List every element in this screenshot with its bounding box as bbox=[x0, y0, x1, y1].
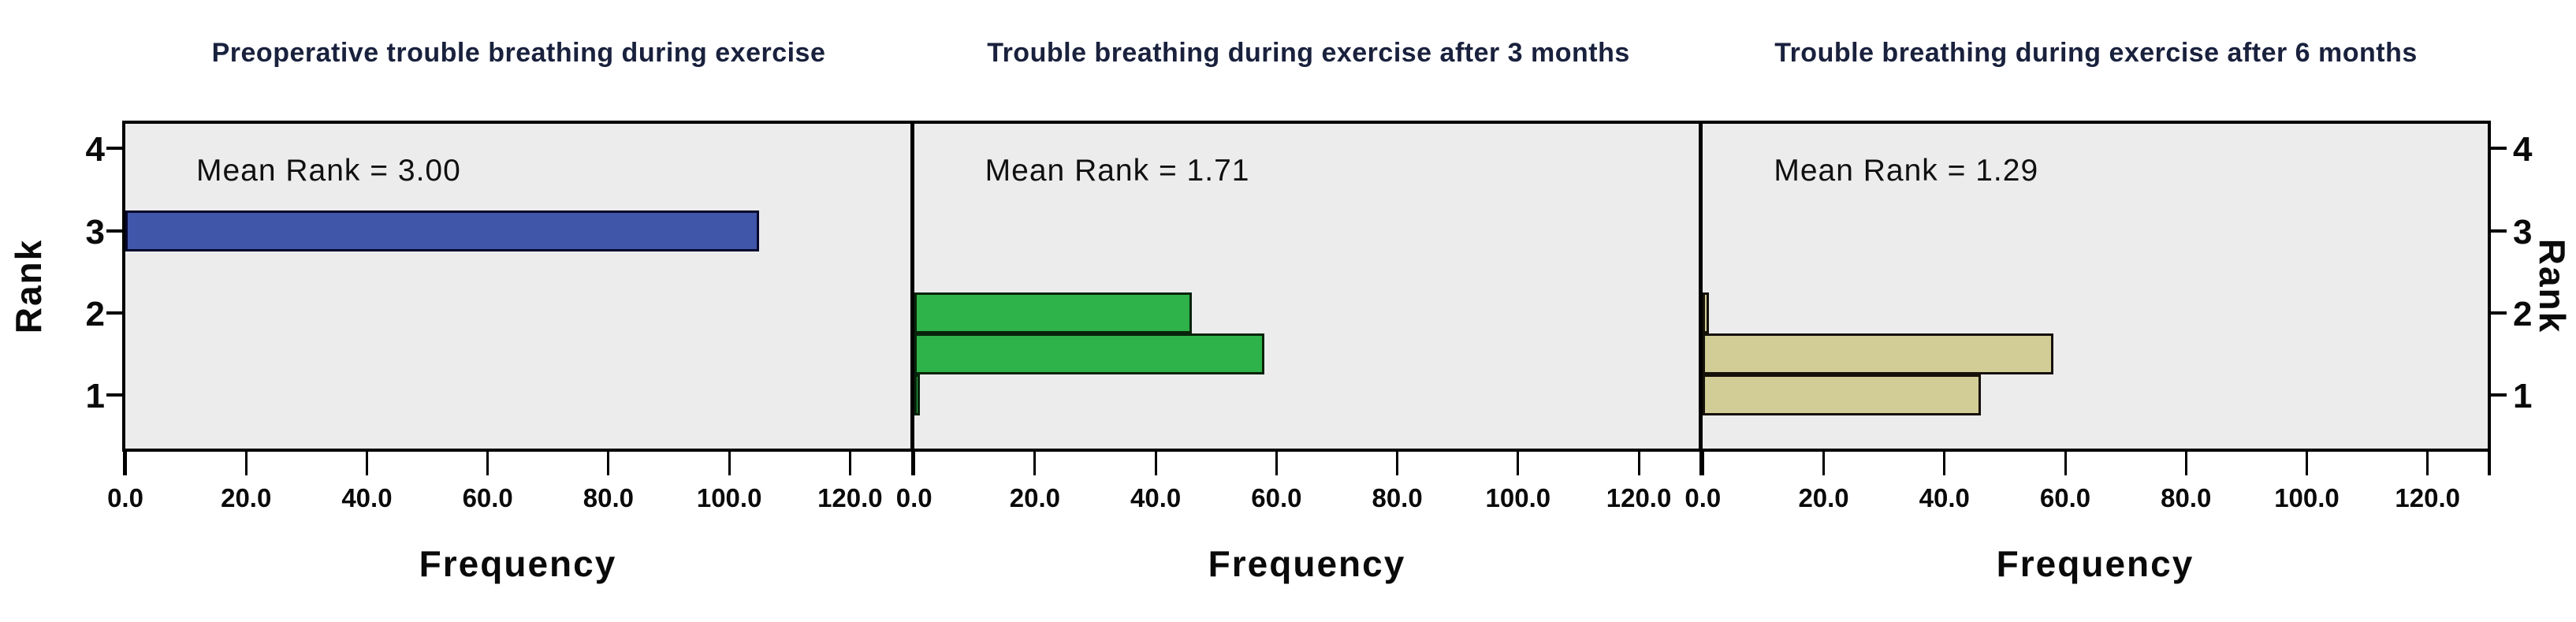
y-axis-tick-right bbox=[2491, 229, 2507, 233]
mean-rank-annotation: Mean Rank = 1.71 bbox=[985, 154, 1250, 188]
frame-edge-tick bbox=[122, 452, 126, 475]
y-axis-tick-left bbox=[106, 229, 122, 233]
bar-rank-1 bbox=[914, 374, 921, 416]
x-axis-tick bbox=[2184, 452, 2187, 475]
x-axis-tick bbox=[1637, 452, 1640, 475]
x-axis-title: Frequency bbox=[419, 543, 617, 584]
x-axis-title: Frequency bbox=[1996, 543, 2194, 584]
y-axis-tick-right bbox=[2491, 147, 2507, 151]
x-axis-tick-label: 20.0 bbox=[221, 483, 272, 512]
x-axis-tick bbox=[1701, 452, 1704, 475]
plot-frame: Mean Rank = 3.00 0.0 20.0 40.0 60.0 80.0 100.… bbox=[107, 121, 2491, 512]
x-axis-tick bbox=[486, 452, 490, 475]
y-axis-tick-label-right: 1 bbox=[2513, 377, 2533, 416]
x-axis-tick-label: 120.0 bbox=[817, 483, 883, 512]
x-axis-tick-label: 60.0 bbox=[2039, 483, 2091, 512]
y-axis-tick-label-left: 3 bbox=[85, 212, 105, 251]
x-axis-tick bbox=[1154, 452, 1157, 475]
x-axis-tick-label: 60.0 bbox=[1251, 483, 1302, 512]
x-axis-tick bbox=[365, 452, 368, 475]
panel-title-6-months: Trouble breathing during exercise after … bbox=[1774, 38, 2418, 68]
panel-title-3-months: Trouble breathing during exercise after … bbox=[987, 38, 1630, 68]
panel-6-months: Mean Rank = 1.29 0.0 20.0 40.0 60.0 80.0 100.… bbox=[1684, 124, 2488, 512]
bar-rank-1-5 bbox=[914, 333, 1265, 375]
panel-preoperative: Mean Rank = 3.00 0.0 20.0 40.0 60.0 80.0 100.… bbox=[107, 124, 910, 512]
x-axis-tick bbox=[1275, 452, 1278, 475]
panel-3-months: Mean Rank = 1.71 0.0 20.0 40.0 60.0 80.0 100.… bbox=[896, 124, 1699, 512]
x-axis-tick-label: 0.0 bbox=[895, 483, 932, 512]
x-axis-tick-label: 20.0 bbox=[1009, 483, 1060, 512]
x-axis-tick-label: 40.0 bbox=[1130, 483, 1182, 512]
y-axis-tick-label-left: 1 bbox=[85, 377, 105, 416]
bar-rank-1-5 bbox=[1703, 333, 2053, 375]
x-axis-tick bbox=[1822, 452, 1826, 475]
y-axis-tick-left bbox=[106, 393, 122, 397]
bar-rank-3 bbox=[125, 210, 760, 251]
frame-edge-tick bbox=[910, 452, 914, 475]
x-axis-tick-label: 0.0 bbox=[1684, 483, 1722, 512]
y-axis-tick-left bbox=[106, 311, 122, 315]
frame-edge-tick bbox=[2487, 452, 2491, 475]
x-axis-tick-label: 80.0 bbox=[1372, 483, 1423, 512]
x-axis-tick-label: 0.0 bbox=[107, 483, 143, 512]
panel-title-preoperative: Preoperative trouble breathing during ex… bbox=[211, 38, 826, 68]
x-axis-tick-label: 100.0 bbox=[696, 483, 762, 512]
x-axis-tick bbox=[2305, 452, 2308, 475]
x-axis-tick bbox=[1943, 452, 1946, 475]
x-axis-tick-label: 100.0 bbox=[1485, 483, 1551, 512]
y-axis-tick-label-left: 2 bbox=[85, 294, 105, 333]
y-axis-tick-right bbox=[2491, 311, 2507, 315]
y-axis-tick-right bbox=[2491, 393, 2507, 397]
x-axis-tick-label: 120.0 bbox=[2395, 483, 2461, 512]
x-axis-tick-label: 100.0 bbox=[2274, 483, 2340, 512]
bar-rank-2 bbox=[1703, 292, 1709, 333]
x-axis-tick-label: 80.0 bbox=[583, 483, 635, 512]
x-axis-tick-label: 40.0 bbox=[341, 483, 393, 512]
y-axis-tick-left bbox=[106, 147, 122, 151]
x-axis-tick bbox=[244, 452, 248, 475]
x-axis-tick bbox=[913, 452, 916, 475]
y-axis-tick-label-right: 4 bbox=[2513, 130, 2533, 169]
x-axis-tick-label: 60.0 bbox=[462, 483, 513, 512]
x-axis-tick bbox=[1396, 452, 1399, 475]
x-axis-tick bbox=[2064, 452, 2067, 475]
x-axis-tick bbox=[2426, 452, 2429, 475]
mean-rank-annotation: Mean Rank = 3.00 bbox=[196, 154, 461, 188]
x-axis-tick-label: 40.0 bbox=[1919, 483, 1970, 512]
x-axis-tick bbox=[848, 452, 851, 475]
frame-edge-tick bbox=[1699, 452, 1703, 475]
bar-rank-2 bbox=[914, 292, 1193, 333]
y-axis-tick-label-left: 4 bbox=[85, 130, 105, 169]
x-axis-tick-label: 80.0 bbox=[2161, 483, 2212, 512]
y-axis-tick-label-right: 3 bbox=[2513, 212, 2533, 251]
x-axis-tick-label: 120.0 bbox=[1606, 483, 1672, 512]
mean-rank-annotation: Mean Rank = 1.29 bbox=[1774, 154, 2039, 188]
bar-rank-1 bbox=[1703, 374, 1981, 416]
x-axis-tick bbox=[1517, 452, 1520, 475]
x-axis-tick-label: 20.0 bbox=[1798, 483, 1849, 512]
x-axis-tick bbox=[728, 452, 731, 475]
x-axis-title: Frequency bbox=[1208, 543, 1406, 584]
x-axis-tick bbox=[1033, 452, 1037, 475]
y-axis-tick-label-right: 2 bbox=[2513, 294, 2533, 333]
x-axis-tick bbox=[607, 452, 610, 475]
